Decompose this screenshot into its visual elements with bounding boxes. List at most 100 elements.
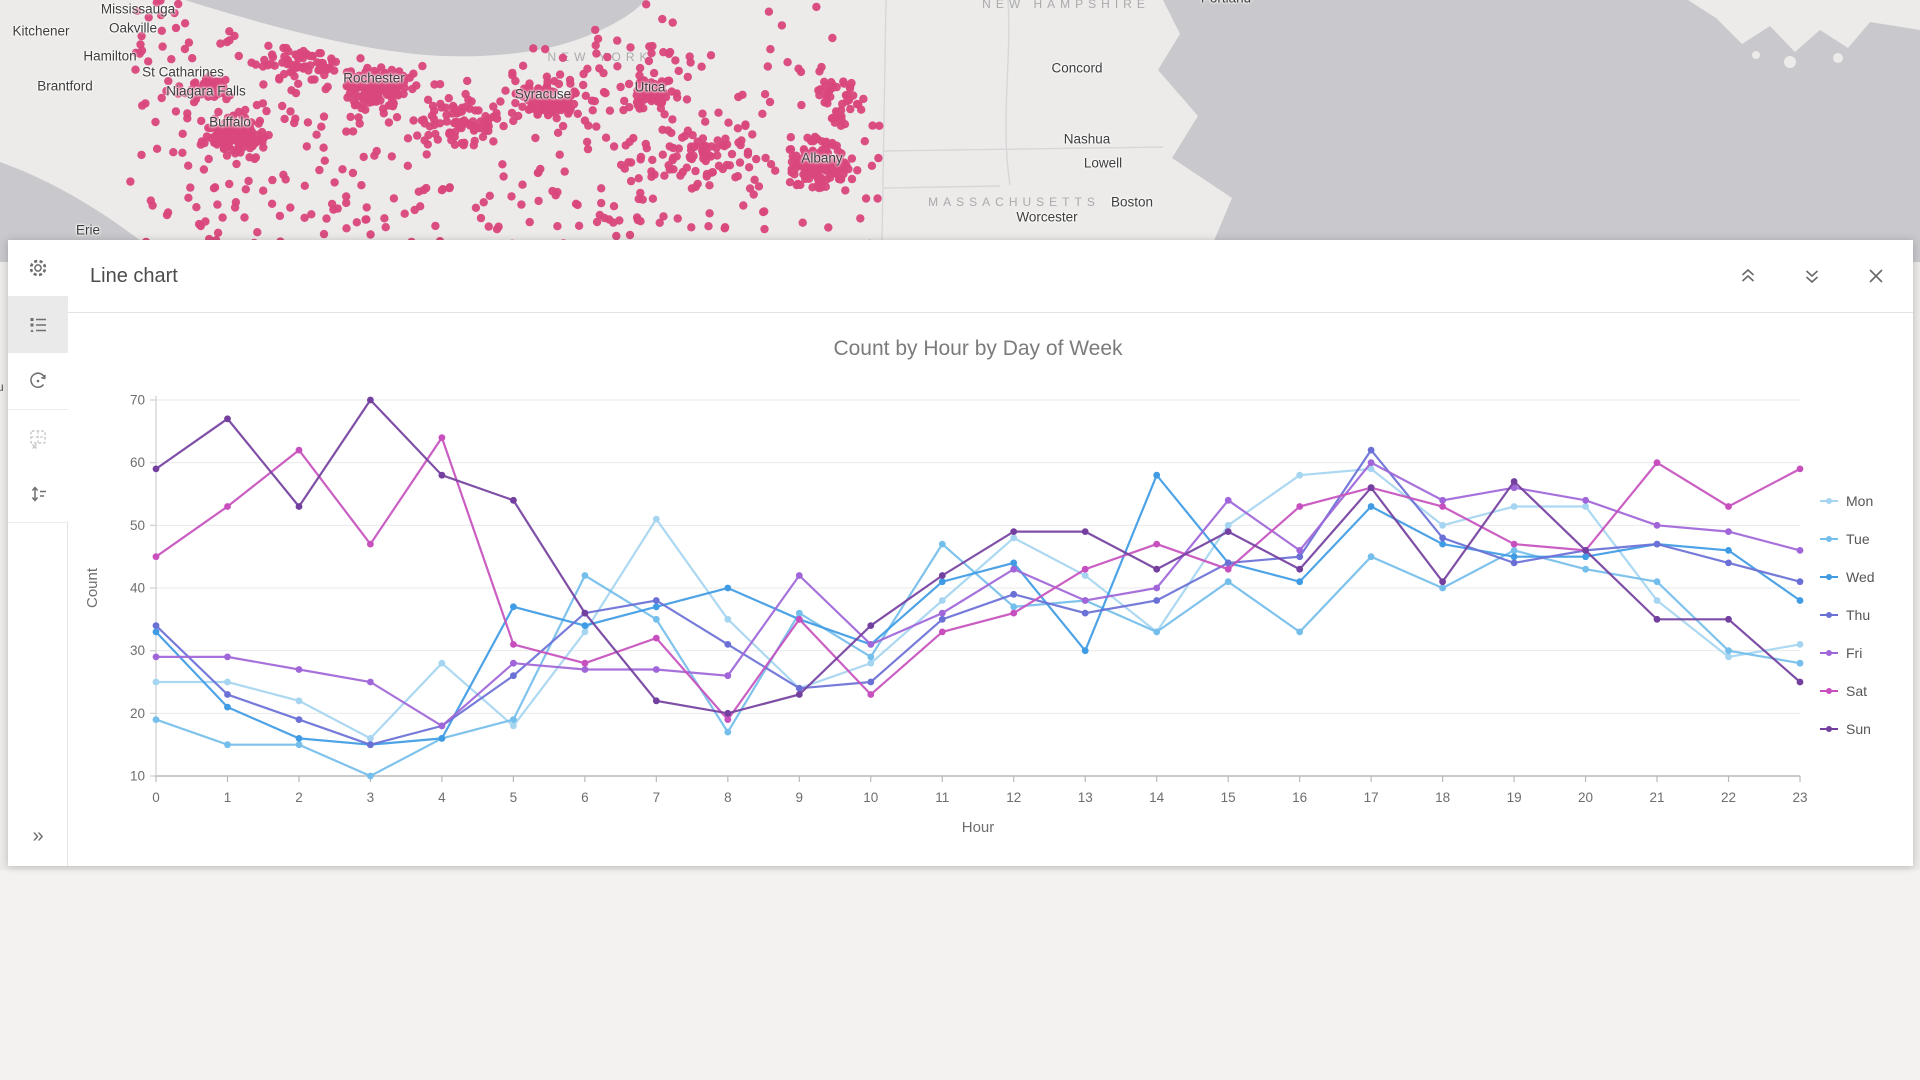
svg-text:20: 20 — [130, 706, 145, 721]
chart-panel-main: Line chart — [68, 240, 1913, 866]
svg-text:Tue: Tue — [1846, 531, 1870, 547]
svg-text:Hour: Hour — [962, 819, 995, 836]
map-city-label: Rochester — [343, 70, 405, 86]
map-city-label: Kitchener — [12, 23, 70, 39]
close-icon — [1869, 269, 1883, 283]
legend-item-fri[interactable]: Fri — [1820, 645, 1862, 661]
gear-icon — [29, 259, 47, 277]
line-chart-panel: » Line chart — [8, 240, 1913, 866]
state-borders — [881, 0, 1164, 241]
maine-coast — [1688, 0, 1920, 52]
map-city-label: Portland — [1201, 0, 1251, 6]
map-city-label: Oakville — [108, 20, 158, 36]
island — [1833, 53, 1843, 63]
svg-text:1: 1 — [224, 790, 232, 805]
panel-header-actions — [1733, 261, 1891, 291]
legend-item-sun[interactable]: Sun — [1820, 721, 1871, 737]
svg-text:10: 10 — [130, 769, 145, 784]
atlantic-ocean — [1158, 0, 1920, 262]
close-panel-button[interactable] — [1861, 261, 1891, 291]
line-chart-area[interactable]: 10 20 30 40 50 60 70 0 1 2 3 4 5 6 7 8 9 10 11 12 13 14 15 16 17… — [68, 313, 1913, 866]
legend-list-icon — [30, 318, 46, 332]
map-city-label: Buffalo — [209, 114, 251, 130]
map-city-label: Boston — [1110, 194, 1154, 210]
lake-erie — [0, 162, 150, 262]
svg-text:Sun: Sun — [1846, 721, 1871, 737]
svg-text:3: 3 — [367, 790, 375, 805]
svg-text:Fri: Fri — [1846, 645, 1862, 661]
svg-text:Wed: Wed — [1846, 569, 1875, 585]
collapse-down-button[interactable] — [1797, 261, 1827, 291]
map-city-label: Erie — [75, 222, 101, 238]
legend-item-thu[interactable]: Thu — [1820, 607, 1870, 623]
data-table-button — [8, 410, 68, 466]
map-city-label: Worcester — [1016, 209, 1078, 225]
map-city-label: Hamilton — [83, 48, 137, 64]
refresh-rotate-icon — [30, 372, 46, 388]
svg-text:18: 18 — [1435, 790, 1450, 805]
map-city-label: St Catharines — [142, 64, 224, 80]
map-data-dots — [126, 0, 884, 259]
map-state-label: NEW HAMPSHIRE — [982, 0, 1150, 11]
svg-text:14: 14 — [1149, 790, 1165, 805]
chart-panel-sidebar: » — [8, 240, 68, 866]
svg-text:Thu: Thu — [1846, 607, 1870, 623]
svg-text:15: 15 — [1221, 790, 1236, 805]
legend-item-mon[interactable]: Mon — [1820, 493, 1873, 509]
legend-item-wed[interactable]: Wed — [1820, 569, 1875, 585]
svg-text:7: 7 — [653, 790, 661, 805]
svg-text:10: 10 — [863, 790, 878, 805]
svg-text:2: 2 — [295, 790, 303, 805]
island — [1784, 56, 1796, 68]
map-city-label: Niagara Falls — [166, 83, 246, 99]
svg-text:11: 11 — [935, 790, 949, 805]
svg-text:22: 22 — [1721, 790, 1736, 805]
water-shapes — [0, 0, 1920, 262]
svg-text:Count: Count — [84, 567, 101, 608]
map-city-label: Brantford — [37, 78, 93, 94]
chevron-double-up-icon — [1741, 268, 1755, 282]
svg-text:20: 20 — [1578, 790, 1593, 805]
svg-text:0: 0 — [152, 790, 160, 805]
svg-text:8: 8 — [724, 790, 732, 805]
lake-ontario — [185, 0, 645, 57]
map-city-label: Nashua — [1063, 131, 1111, 147]
svg-text:50: 50 — [130, 518, 145, 533]
svg-text:60: 60 — [130, 455, 145, 470]
chart-legend-button[interactable] — [8, 297, 68, 353]
chevron-double-down-icon — [1805, 270, 1819, 284]
chart-panel-header: Line chart — [68, 240, 1913, 313]
island — [1752, 51, 1760, 59]
svg-text:40: 40 — [130, 581, 145, 596]
reset-extent-button[interactable] — [8, 353, 68, 409]
svg-text:70: 70 — [130, 393, 145, 408]
legend-item-sat[interactable]: Sat — [1820, 683, 1867, 699]
svg-text:Count by Hour by Day of Week: Count by Hour by Day of Week — [833, 337, 1123, 360]
panel-title: Line chart — [90, 264, 178, 287]
legend-item-tue[interactable]: Tue — [1820, 531, 1870, 547]
map-city-label: Concord — [1051, 60, 1103, 76]
svg-text:4: 4 — [438, 790, 446, 805]
sort-button[interactable] — [8, 466, 68, 522]
sort-arrows-icon — [31, 486, 46, 502]
table-disabled-icon — [30, 430, 46, 449]
svg-text:23: 23 — [1792, 790, 1807, 805]
map-city-label: Syracuse — [514, 86, 572, 102]
svg-text:17: 17 — [1364, 790, 1379, 805]
map-city-label: Lowell — [1083, 155, 1123, 171]
svg-text:19: 19 — [1507, 790, 1522, 805]
svg-text:16: 16 — [1292, 790, 1307, 805]
svg-text:Sat: Sat — [1846, 683, 1867, 699]
map-city-label: Mississauga — [100, 1, 176, 17]
map-city-label: Utica — [634, 79, 666, 95]
expand-sidebar-button[interactable]: » — [8, 820, 68, 852]
svg-text:5: 5 — [510, 790, 518, 805]
svg-text:12: 12 — [1006, 790, 1021, 805]
collapse-up-button[interactable] — [1733, 261, 1763, 291]
map-city-label: Albany — [801, 150, 843, 166]
chart-settings-button[interactable] — [8, 240, 68, 296]
svg-text:Mon: Mon — [1846, 493, 1873, 509]
svg-text:30: 30 — [130, 643, 145, 658]
clipped-map-label: u — [0, 380, 4, 394]
